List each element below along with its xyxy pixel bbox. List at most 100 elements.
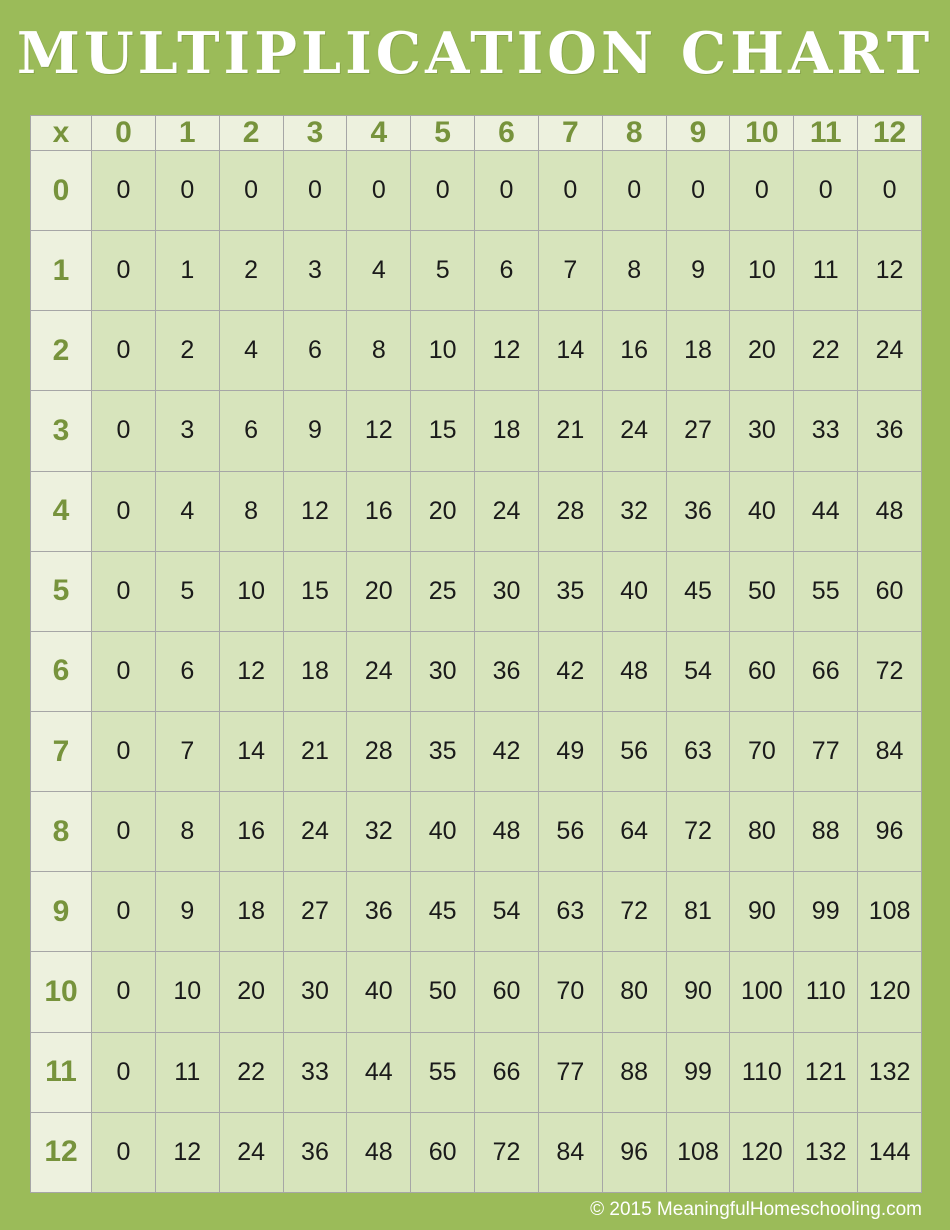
table-cell: 4 (154, 470, 220, 552)
table-cell: 132 (793, 1111, 859, 1194)
table-row: 6 0 6 12 18 24 30 36 42 48 54 60 66 72 (30, 630, 922, 712)
table-cell: 35 (410, 710, 476, 793)
table-cell: 0 (91, 871, 156, 953)
table-cell: 2 (218, 230, 284, 312)
table-cell: 72 (601, 871, 667, 953)
table-cell: 27 (665, 390, 731, 472)
table-cell: 100 (729, 951, 795, 1033)
table-cell: 16 (218, 791, 284, 873)
column-header: 4 (346, 115, 412, 151)
table-cell: 20 (729, 310, 795, 392)
table-row: 3 0 3 6 9 12 15 18 21 24 27 30 33 36 (30, 390, 922, 472)
table-cell: 3 (154, 390, 220, 472)
table-row: 4 0 4 8 12 16 20 24 28 32 36 40 44 48 (30, 470, 922, 552)
table-cell: 0 (91, 1111, 156, 1194)
column-header: 0 (91, 115, 156, 151)
table-cell: 88 (793, 791, 859, 873)
table-cell: 121 (793, 1031, 859, 1113)
table-cell: 40 (729, 470, 795, 552)
table-cell: 24 (474, 470, 539, 552)
table-cell: 11 (793, 230, 859, 312)
table-cell: 0 (346, 149, 412, 232)
table-cell: 42 (474, 710, 539, 793)
table-cell: 110 (793, 951, 859, 1033)
table-cell: 0 (91, 710, 156, 793)
table-cell: 120 (857, 951, 922, 1033)
row-header: 7 (30, 710, 92, 793)
table-cell: 120 (729, 1111, 795, 1194)
table-cell: 45 (665, 550, 731, 632)
corner-label: x (30, 115, 92, 151)
table-row: 10 0 10 20 30 40 50 60 70 80 90 100 110 120 (30, 951, 922, 1033)
table-cell: 27 (282, 871, 348, 953)
table-cell: 12 (474, 310, 539, 392)
copyright-text: © 2015 MeaningfulHomeschooling.com (590, 1199, 922, 1220)
table-cell: 40 (346, 951, 412, 1033)
table-row: 8 0 8 16 24 32 40 48 56 64 72 80 88 96 (30, 791, 922, 873)
table-cell: 0 (218, 149, 284, 232)
table-body: 0 0 0 0 0 0 0 0 0 0 0 0 0 0 1 0 1 2 3 4 5 6 7 8 9 10 11 12 2 0 2 4 6 8 10 1… (30, 149, 922, 1194)
table-cell: 36 (665, 470, 731, 552)
table-cell: 40 (601, 550, 667, 632)
table-cell: 96 (601, 1111, 667, 1194)
row-header: 2 (30, 310, 92, 392)
column-header: 9 (665, 115, 731, 151)
table-cell: 5 (154, 550, 220, 632)
table-cell: 60 (857, 550, 922, 632)
table-cell: 1 (154, 230, 220, 312)
table-cell: 0 (537, 149, 603, 232)
table-cell: 96 (857, 791, 922, 873)
table-cell: 63 (537, 871, 603, 953)
table-row: 5 0 5 10 15 20 25 30 35 40 45 50 55 60 (30, 550, 922, 632)
table-cell: 70 (537, 951, 603, 1033)
table-cell: 5 (410, 230, 476, 312)
table-cell: 14 (537, 310, 603, 392)
table-cell: 18 (218, 871, 284, 953)
table-cell: 42 (537, 630, 603, 712)
table-cell: 54 (474, 871, 539, 953)
table-cell: 66 (793, 630, 859, 712)
row-header: 12 (30, 1111, 92, 1194)
row-header: 4 (30, 470, 92, 552)
table-cell: 64 (601, 791, 667, 873)
table-cell: 0 (410, 149, 476, 232)
row-header: 6 (30, 630, 92, 712)
table-cell: 54 (665, 630, 731, 712)
table-cell: 0 (474, 149, 539, 232)
table-cell: 0 (729, 149, 795, 232)
table-cell: 70 (729, 710, 795, 793)
table-cell: 9 (282, 390, 348, 472)
table-cell: 32 (346, 791, 412, 873)
row-header: 0 (30, 149, 92, 232)
table-cell: 66 (474, 1031, 539, 1113)
table-cell: 10 (729, 230, 795, 312)
row-header: 9 (30, 871, 92, 953)
table-row: 9 0 9 18 27 36 45 54 63 72 81 90 99 108 (30, 871, 922, 953)
table-cell: 88 (601, 1031, 667, 1113)
table-cell: 132 (857, 1031, 922, 1113)
table-cell: 49 (537, 710, 603, 793)
table-cell: 60 (474, 951, 539, 1033)
table-cell: 90 (729, 871, 795, 953)
table-cell: 35 (537, 550, 603, 632)
row-header: 3 (30, 390, 92, 472)
table-cell: 60 (410, 1111, 476, 1194)
table-cell: 22 (218, 1031, 284, 1113)
table-row: 12 0 12 24 36 48 60 72 84 96 108 120 132 144 (30, 1111, 922, 1194)
table-cell: 0 (91, 1031, 156, 1113)
table-cell: 6 (218, 390, 284, 472)
table-cell: 81 (665, 871, 731, 953)
table-cell: 8 (346, 310, 412, 392)
table-cell: 77 (793, 710, 859, 793)
table-cell: 36 (474, 630, 539, 712)
table-cell: 0 (154, 149, 220, 232)
table-cell: 99 (793, 871, 859, 953)
table-cell: 0 (91, 390, 156, 472)
table-cell: 0 (91, 550, 156, 632)
row-header: 1 (30, 230, 92, 312)
table-cell: 21 (282, 710, 348, 793)
table-cell: 24 (282, 791, 348, 873)
table-cell: 0 (601, 149, 667, 232)
column-header: 2 (218, 115, 284, 151)
